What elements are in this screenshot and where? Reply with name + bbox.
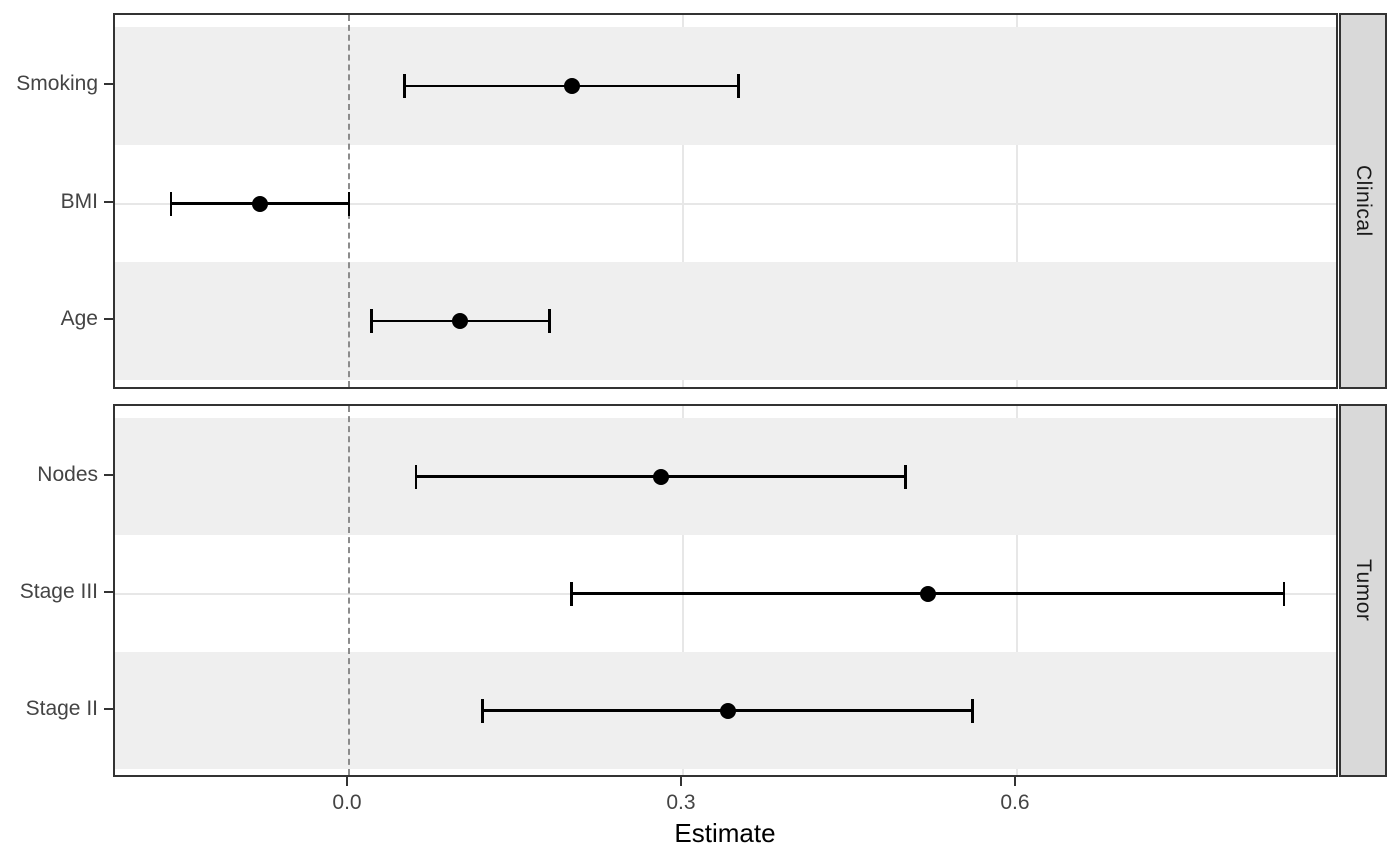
point-estimate [919,585,936,602]
y-axis-label: Age [60,307,98,330]
point-estimate [452,313,469,329]
x-axis-title: Estimate [674,818,776,848]
gridline-horizontal [115,202,1336,205]
stripe-band [115,262,1336,380]
zero-reference-line [348,406,350,775]
point-estimate [563,78,580,94]
x-tick-label: 0.3 [666,791,696,814]
y-axis-label: Stage III [19,579,98,603]
facet-strip-label: Clinical [1352,165,1375,237]
y-axis-label: Smoking [16,72,98,95]
ci-cap-upper [1282,581,1286,606]
x-tick-label: 0.0 [332,791,362,814]
y-tick [104,200,113,203]
ci-cap-upper [347,191,351,216]
y-axis-label: BMI [60,189,98,213]
gridline-vertical [1015,15,1018,387]
ci-cap-lower [570,581,573,606]
y-tick [104,590,113,593]
ci-cap-upper [737,74,740,98]
panel-clinical [113,13,1338,389]
ci-cap-lower [414,464,418,489]
y-tick [104,318,113,320]
facet-strip-label: Tumor [1352,559,1375,622]
panel-tumor [113,404,1338,777]
ci-cap-lower [370,309,373,333]
point-estimate [652,468,669,485]
point-estimate [719,702,736,719]
ci-cap-upper [548,309,551,333]
gridline-vertical [681,406,684,775]
x-tick-label: 0.6 [1000,791,1030,814]
ci-cap-lower [169,191,173,216]
ci-cap-upper [971,698,974,723]
x-tick [679,777,682,786]
y-tick [104,707,113,710]
y-tick [104,473,113,476]
facet-strip-tumor: Tumor [1339,404,1387,777]
y-axis-label: Stage II [25,696,98,720]
x-tick [346,777,348,786]
point-estimate [251,195,268,212]
y-axis-label: Nodes [37,462,98,486]
gridline-vertical [1015,406,1018,775]
ci-cap-upper [904,464,907,489]
y-tick [104,83,113,85]
facet-strip-clinical: Clinical [1339,13,1387,389]
x-tick [1013,777,1016,786]
ci-cap-lower [481,698,484,723]
gridline-vertical [681,15,684,387]
ci-cap-lower [403,74,406,98]
